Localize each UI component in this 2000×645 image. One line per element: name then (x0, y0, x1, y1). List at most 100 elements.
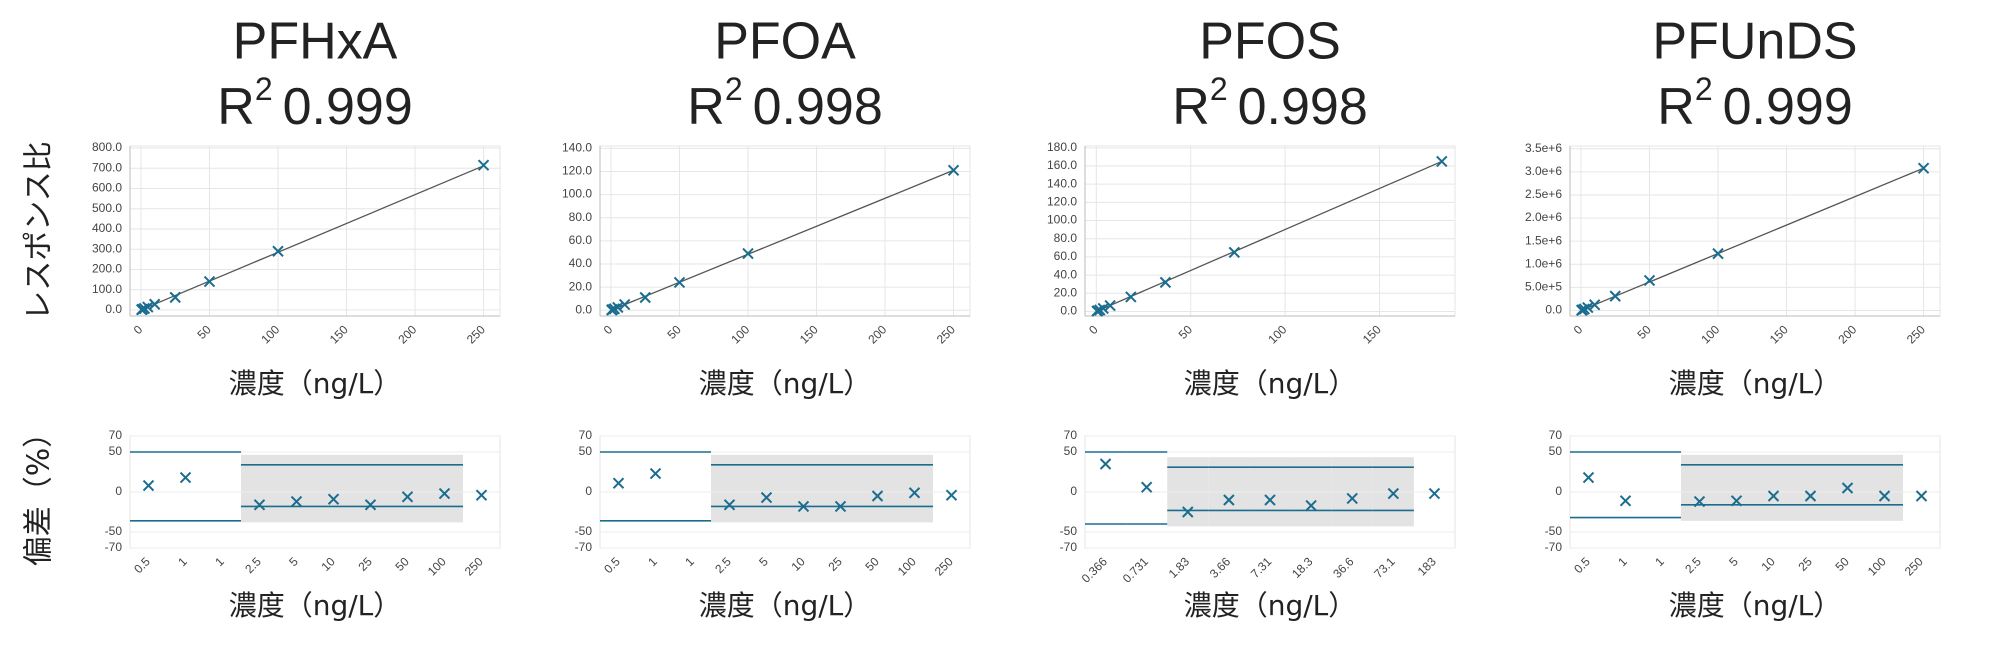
x-tick-label: 1 (1652, 554, 1667, 569)
x-tick-label: 0 (1571, 322, 1586, 337)
data-point (612, 477, 625, 489)
y-tick-label: 0.0 (105, 302, 122, 316)
x-tick-label: 50 (393, 554, 413, 574)
tolerance-band (241, 454, 278, 523)
fit-line (1096, 160, 1443, 313)
y-tick-label: 0 (115, 484, 122, 498)
chart-title: PFOA (714, 13, 856, 71)
y-axis-title: レスポンス比 (22, 141, 57, 320)
x-tick-label: 2.5 (242, 554, 264, 576)
x-axis-title: 濃度（ng/L） (229, 589, 402, 622)
data-point (1436, 155, 1448, 168)
data-point (908, 487, 921, 499)
tolerance-band (1792, 454, 1829, 521)
data-point (1125, 291, 1137, 303)
x-tick-label: 25 (356, 554, 376, 574)
y-tick-label: 120.0 (562, 164, 592, 178)
x-tick-label: 50 (863, 554, 883, 574)
r2-label: R2 0.999 (1657, 71, 1853, 135)
x-tick-label: 25 (1796, 554, 1816, 574)
data-point (1428, 487, 1441, 500)
x-tick-label: 183 (1415, 554, 1439, 578)
data-point (1228, 246, 1241, 259)
x-tick-label: 100 (1698, 322, 1722, 346)
data-point (1878, 490, 1891, 502)
y-tick-label: 70 (1549, 428, 1563, 442)
x-tick-label: 1 (175, 554, 190, 569)
x-tick-label: 0.5 (1571, 554, 1593, 576)
tolerance-band (1866, 454, 1903, 521)
x-tick-label: 0.731 (1120, 554, 1151, 585)
data-point (612, 301, 624, 314)
data-point (649, 467, 662, 480)
data-point (797, 500, 810, 513)
y-tick-label: 60.0 (569, 233, 593, 247)
x-tick-label: 18.3 (1289, 554, 1316, 581)
y-tick-label: 1.5e+6 (1525, 233, 1562, 247)
r2-label: R2 0.999 (217, 71, 413, 135)
data-point (1915, 490, 1928, 502)
x-tick-label: 3.66 (1207, 554, 1234, 581)
data-point (1099, 458, 1112, 470)
r-exponent: 2 (255, 71, 273, 107)
data-point (1097, 302, 1109, 315)
y-tick-label: 80.0 (1054, 231, 1078, 245)
r-symbol: R (687, 78, 725, 136)
x-tick-label: 150 (797, 322, 821, 346)
r-symbol: R (217, 78, 255, 136)
y-tick-label: 40.0 (569, 256, 593, 270)
data-point (673, 276, 686, 289)
x-tick-label: 200 (1835, 322, 1859, 346)
x-tick-label: 2.5 (712, 554, 734, 576)
data-point (272, 245, 284, 257)
y-tick-label: 0 (1555, 484, 1562, 498)
data-point (608, 303, 621, 315)
x-tick-label: 50 (664, 322, 684, 342)
data-point (477, 159, 490, 171)
y-tick-label: 140.0 (1047, 176, 1077, 190)
data-point (1094, 304, 1106, 316)
chart-title: PFUnDS (1652, 13, 1857, 71)
x-tick-label: 5 (756, 554, 771, 569)
fit-line (140, 165, 484, 311)
data-point (142, 301, 154, 313)
data-point (475, 489, 488, 501)
plot-area (599, 145, 971, 317)
data-point (1804, 490, 1817, 502)
tolerance-band (352, 454, 389, 523)
fit-line (610, 169, 954, 311)
x-tick-label: 0.366 (1079, 554, 1110, 585)
y-axis-title: 偏差（%） (22, 418, 57, 567)
r2-value: 0.999 (1723, 78, 1853, 136)
tolerance-band (822, 454, 859, 523)
y-tick-label: -50 (575, 524, 593, 538)
x-tick-label: 100 (1865, 554, 1889, 578)
data-point (1140, 481, 1153, 493)
x-axis-title: 濃度（ng/L） (1184, 367, 1357, 400)
tolerance-band (389, 454, 426, 523)
data-point (438, 487, 451, 500)
y-tick-label: 20.0 (1054, 285, 1078, 299)
data-point (1619, 495, 1632, 507)
x-tick-label: 25 (826, 554, 846, 574)
x-tick-label: 100 (1265, 322, 1289, 346)
tolerance-band (278, 454, 315, 523)
y-tick-label: 70 (109, 428, 123, 442)
data-point (639, 291, 651, 304)
y-tick-label: -70 (1060, 540, 1078, 554)
data-point (327, 493, 340, 505)
x-tick-label: 36.6 (1330, 554, 1357, 581)
x-tick-label: 100 (258, 322, 282, 346)
y-tick-label: 800.0 (92, 140, 122, 154)
fit-line (1580, 167, 1924, 312)
y-tick-label: 200.0 (92, 262, 122, 276)
x-tick-label: 10 (319, 554, 339, 574)
x-tick-label: 5 (1726, 554, 1741, 569)
y-tick-label: 50 (579, 444, 593, 458)
y-tick-label: 70 (579, 428, 593, 442)
data-point (1346, 492, 1358, 505)
plot-area (1084, 145, 1456, 317)
r-symbol: R (1657, 78, 1695, 136)
y-tick-label: -70 (1545, 540, 1563, 554)
x-tick-label: 10 (1759, 554, 1779, 574)
